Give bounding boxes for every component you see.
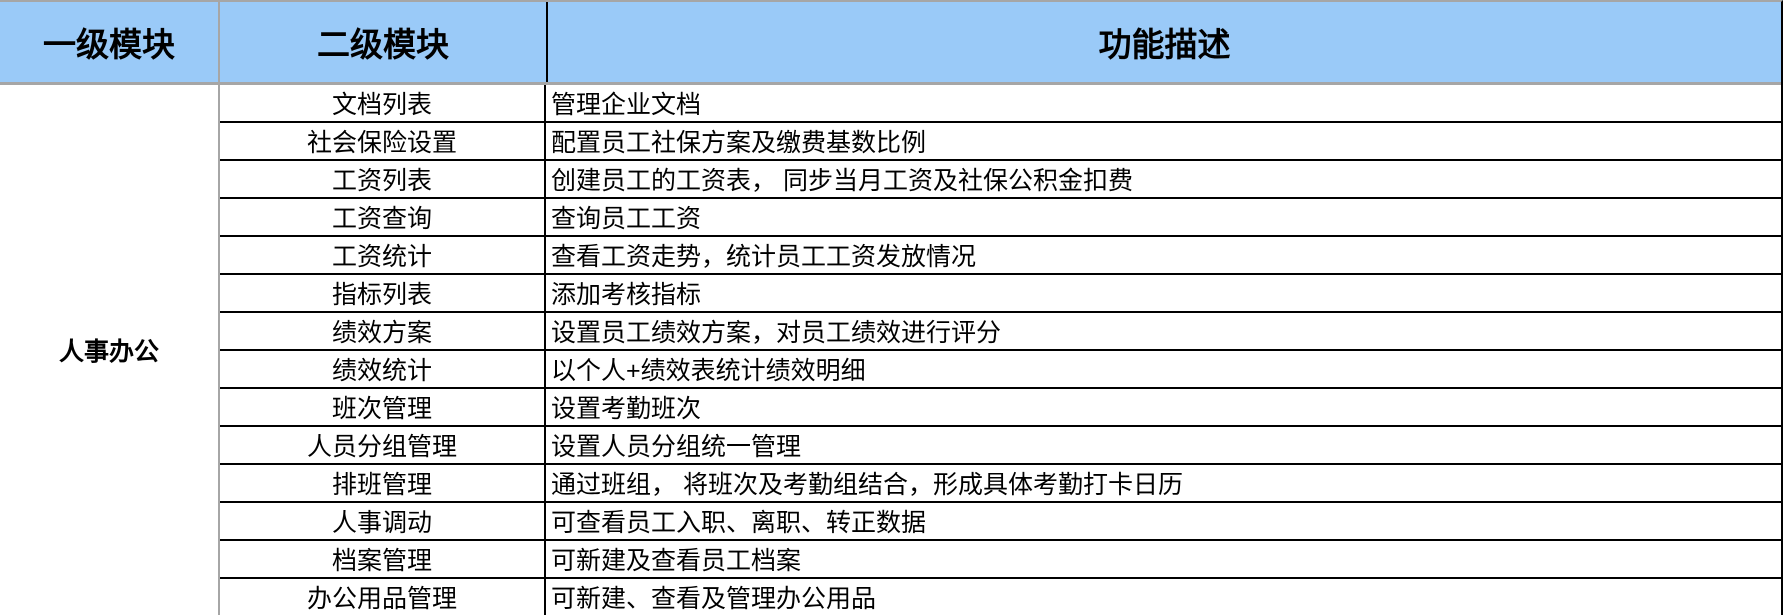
description-cell: 查看工资走势，统计员工工资发放情况: [551, 243, 977, 271]
module-cell: 工资统计: [220, 237, 546, 273]
header-function-description: 功能描述: [1098, 26, 1231, 63]
module-cell: 社会保险设置: [220, 123, 546, 159]
table-row: 社会保险设置 配置员工社保方案及缴费基数比例: [220, 123, 1781, 161]
table-row: 办公用品管理 可新建、查看及管理办公用品: [220, 579, 1781, 615]
table-row: 班次管理 设置考勤班次: [220, 389, 1781, 427]
description-cell: 配置员工社保方案及缴费基数比例: [551, 129, 927, 157]
table-row: 工资统计 查看工资走势，统计员工工资发放情况: [220, 237, 1781, 275]
description-cell: 可新建、查看及管理办公用品: [551, 585, 877, 613]
table-row: 文档列表 管理企业文档: [220, 85, 1781, 123]
description-cell: 可查看员工入职、离职、转正数据: [551, 509, 927, 537]
table-row: 绩效统计 以个人+绩效表统计绩效明细: [220, 351, 1781, 389]
group-cell-hr-office: 人事办公: [0, 85, 220, 615]
description-cell: 设置人员分组统一管理: [551, 433, 802, 461]
module-cell: 人事调动: [220, 503, 546, 539]
description-cell: 设置员工绩效方案，对员工绩效进行评分: [551, 319, 1002, 347]
description-cell: 以个人+绩效表统计绩效明细: [551, 357, 866, 385]
table-row: 人事调动 可查看员工入职、离职、转正数据: [220, 503, 1781, 541]
module-cell: 绩效方案: [220, 313, 546, 349]
description-cell: 设置考勤班次: [551, 395, 702, 423]
module-cell: 办公用品管理: [220, 579, 546, 615]
module-cell: 文档列表: [220, 85, 546, 121]
table-body: 人事办公 文档列表 管理企业文档 社会保险设置 配置员工社保方案及缴费基数比例 …: [0, 85, 1781, 615]
module-cell: 档案管理: [220, 541, 546, 577]
module-cell: 工资列表: [220, 161, 546, 197]
table-row: 排班管理 通过班组， 将班次及考勤组结合，形成具体考勤打卡日历: [220, 465, 1781, 503]
table-row: 绩效方案 设置员工绩效方案，对员工绩效进行评分: [220, 313, 1781, 351]
module-cell: 绩效统计: [220, 351, 546, 387]
module-cell: 班次管理: [220, 389, 546, 425]
description-cell: 通过班组， 将班次及考勤组结合，形成具体考勤打卡日历: [551, 471, 1183, 499]
module-cell: 排班管理: [220, 465, 546, 501]
table-row: 人员分组管理 设置人员分组统一管理: [220, 427, 1781, 465]
header-level2-module: 二级模块: [220, 2, 548, 82]
description-cell: 可新建及查看员工档案: [551, 547, 802, 575]
table-row: 工资查询 查询员工工资: [220, 199, 1781, 237]
module-cell: 指标列表: [220, 275, 546, 311]
description-cell: 管理企业文档: [551, 91, 702, 119]
module-cell: 工资查询: [220, 199, 546, 235]
table-rows: 文档列表 管理企业文档 社会保险设置 配置员工社保方案及缴费基数比例 工资列表 …: [220, 85, 1781, 615]
header-level1-module: 一级模块: [0, 2, 220, 82]
table-header-row: 一级模块 二级模块 功能描述: [0, 2, 1781, 85]
description-cell: 创建员工的工资表， 同步当月工资及社保公积金扣费: [551, 167, 1133, 195]
description-cell: 查询员工工资: [551, 205, 702, 233]
module-cell: 人员分组管理: [220, 427, 546, 463]
table-row: 档案管理 可新建及查看员工档案: [220, 541, 1781, 579]
table-row: 指标列表 添加考核指标: [220, 275, 1781, 313]
table-row: 工资列表 创建员工的工资表， 同步当月工资及社保公积金扣费: [220, 161, 1781, 199]
description-cell: 添加考核指标: [551, 281, 702, 309]
